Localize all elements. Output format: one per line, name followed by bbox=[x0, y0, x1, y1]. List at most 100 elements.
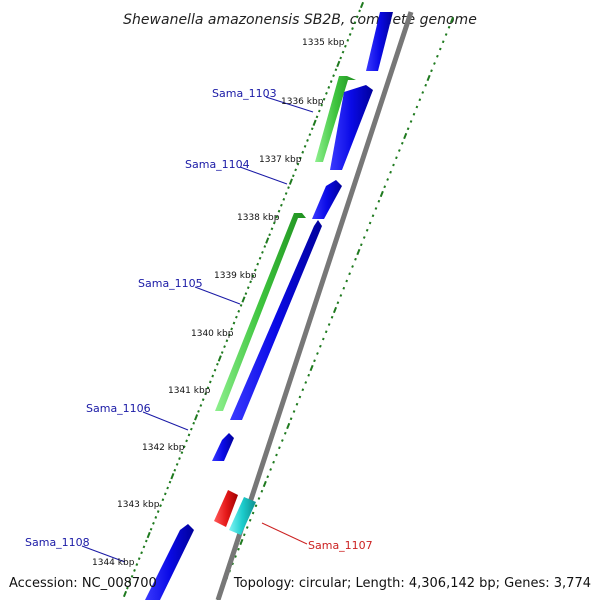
inner-tick-mark bbox=[159, 504, 162, 508]
outer-tick-mark bbox=[313, 359, 316, 363]
outer-tick-mark bbox=[368, 221, 372, 225]
inner-tick-mark bbox=[140, 551, 143, 555]
gene-label-sama-1104[interactable]: Sama_1104 bbox=[185, 158, 250, 171]
outer-tick-mark bbox=[309, 364, 314, 372]
map-title: Shewanella amazonensis SB2B, complete ge… bbox=[123, 12, 477, 28]
gene-feature-sama-1103-partner[interactable] bbox=[330, 85, 373, 170]
inner-tick-mark bbox=[128, 580, 132, 584]
outer-tick-mark bbox=[345, 279, 349, 283]
outer-tick-mark bbox=[359, 243, 363, 247]
inner-tick-mark bbox=[344, 44, 347, 48]
outer-tick-mark bbox=[426, 74, 431, 82]
inner-tick-mark bbox=[308, 133, 312, 137]
outer-tick-mark bbox=[321, 337, 325, 341]
outer-tick-mark bbox=[447, 25, 451, 29]
outer-tick-mark bbox=[269, 468, 273, 471]
gene-label-sama-1108[interactable]: Sama_1108 bbox=[25, 536, 90, 549]
outer-tick-mark bbox=[304, 381, 308, 384]
inner-tick-mark bbox=[130, 574, 134, 578]
inner-tick-mark bbox=[163, 492, 167, 496]
outer-tick-mark bbox=[330, 315, 334, 319]
outer-tick-mark bbox=[409, 120, 413, 123]
outer-tick-mark bbox=[438, 47, 442, 51]
inner-tick-mark bbox=[329, 80, 333, 83]
outer-tick-mark bbox=[251, 511, 255, 515]
inner-tick-mark bbox=[126, 586, 129, 590]
gene-feature-sama-1107[interactable] bbox=[229, 497, 256, 535]
inner-tick-mark bbox=[213, 368, 217, 372]
leader-sama-1105 bbox=[194, 286, 241, 305]
tick-label-1337: 1337 kbp bbox=[259, 155, 302, 165]
rna-feature[interactable] bbox=[214, 490, 238, 527]
outer-tick-mark bbox=[392, 163, 395, 167]
inner-tick-mark bbox=[306, 139, 309, 142]
outer-tick-mark bbox=[280, 439, 284, 442]
gene-labels: Sama_1103 Sama_1104 Sama_1105 Sama_1106 … bbox=[25, 87, 373, 552]
inner-tick-mark bbox=[249, 280, 252, 284]
gene-label-sama-1106[interactable]: Sama_1106 bbox=[86, 402, 151, 415]
gene-feature-sama-1108[interactable] bbox=[145, 524, 194, 600]
outer-tick-mark bbox=[266, 475, 270, 479]
inner-tick-mark bbox=[256, 262, 260, 266]
inner-tick-mark bbox=[156, 510, 160, 513]
gene-feature-sama-1104[interactable] bbox=[312, 180, 342, 219]
inner-tick-mark bbox=[355, 15, 359, 19]
genome-summary-text: Topology: circular; Length: 4,306,142 bp… bbox=[233, 576, 591, 591]
gene-feature-sama-1105-partner[interactable] bbox=[230, 220, 322, 420]
outer-tick-mark bbox=[278, 446, 281, 450]
outer-tick-mark bbox=[444, 33, 448, 36]
inner-tick-mark bbox=[154, 516, 158, 519]
gene-feature-sama-1103[interactable] bbox=[315, 76, 356, 162]
outer-tick-mark bbox=[316, 352, 319, 355]
inner-tick-mark bbox=[263, 245, 267, 248]
inner-tick-mark bbox=[230, 327, 234, 331]
gene-label-sama-1103[interactable]: Sama_1103 bbox=[212, 87, 277, 100]
inner-tick-mark bbox=[287, 186, 290, 189]
gene-feature-top[interactable] bbox=[366, 12, 393, 71]
inner-tick-mark bbox=[170, 473, 175, 480]
gene-label-sama-1107[interactable]: Sama_1107 bbox=[308, 539, 373, 552]
inner-tick-mark bbox=[197, 410, 200, 413]
inner-tick-mark bbox=[251, 274, 255, 278]
tick-label-1342: 1342 kbp bbox=[142, 443, 185, 453]
outer-tick-mark bbox=[301, 388, 305, 392]
tick-label-1344: 1344 kbp bbox=[92, 558, 135, 568]
inner-tick-mark bbox=[194, 414, 199, 421]
inner-tick-mark bbox=[206, 386, 210, 390]
inner-tick-mark bbox=[315, 115, 319, 119]
gene-feature-sama-1105[interactable] bbox=[215, 213, 306, 411]
inner-tick-mark bbox=[268, 233, 271, 237]
outer-tick-mark bbox=[424, 83, 428, 87]
outer-tick-mark bbox=[348, 272, 351, 276]
inner-tick-mark bbox=[294, 168, 298, 172]
inner-tick-mark bbox=[237, 309, 241, 313]
outer-tick-mark bbox=[295, 402, 299, 406]
inner-tick-mark bbox=[288, 178, 293, 185]
outer-tick-mark bbox=[254, 504, 258, 508]
outer-tick-mark bbox=[356, 248, 361, 256]
outer-tick-mark bbox=[286, 422, 291, 430]
inner-tick-mark bbox=[135, 563, 139, 566]
inner-tick-mark bbox=[341, 50, 345, 54]
outer-tick-mark bbox=[257, 497, 261, 500]
outer-tick-mark bbox=[389, 170, 392, 174]
outer-tick-mark bbox=[436, 54, 439, 58]
inner-tick-mark bbox=[332, 74, 335, 78]
gene-feature-sama-1106[interactable] bbox=[212, 433, 234, 461]
inner-tick-mark bbox=[192, 421, 196, 425]
inner-tick-mark bbox=[282, 197, 286, 201]
outer-tick-mark bbox=[237, 547, 240, 551]
inner-tick-mark bbox=[187, 433, 191, 437]
inner-tick-mark bbox=[327, 86, 331, 89]
outer-tick-mark bbox=[386, 178, 390, 181]
inner-tick-mark bbox=[322, 97, 326, 101]
inner-tick-mark bbox=[180, 451, 184, 455]
outer-tick-mark bbox=[371, 214, 375, 218]
gene-label-sama-1105[interactable]: Sama_1105 bbox=[138, 277, 203, 290]
inner-tick-mark bbox=[225, 339, 229, 343]
inner-tick-mark bbox=[291, 174, 295, 178]
outer-tick-mark bbox=[412, 112, 416, 116]
outer-tick-mark bbox=[342, 286, 346, 290]
inner-tick-mark bbox=[312, 119, 317, 126]
outer-tick-mark bbox=[231, 562, 234, 566]
